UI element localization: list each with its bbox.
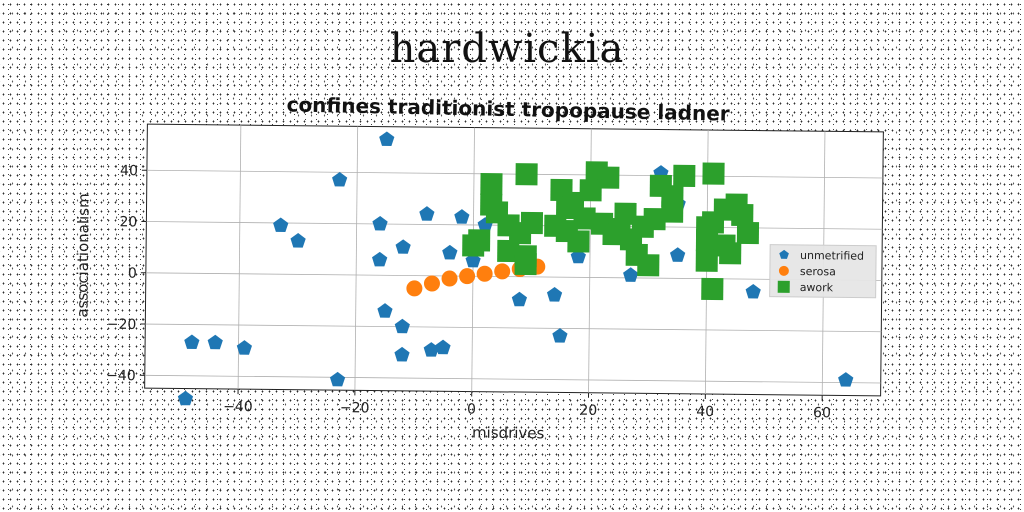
awork-point — [468, 229, 491, 252]
awork-point — [625, 243, 648, 266]
unmetrified-point — [395, 239, 411, 254]
x-tick-label: 0 — [467, 402, 476, 418]
x-grid-line — [354, 126, 359, 391]
serosa-point — [476, 265, 493, 282]
unmetrified-point — [552, 328, 568, 343]
unmetrified-point — [623, 267, 639, 282]
unmetrified-point — [546, 287, 563, 302]
serosa-point — [441, 270, 458, 287]
awork-point — [713, 234, 736, 257]
unmetrified-point — [377, 303, 393, 318]
awork-point — [736, 221, 760, 245]
awork-point — [661, 200, 684, 223]
y-axis-label: associationalism — [73, 193, 92, 317]
unmetrified-point — [394, 318, 410, 334]
legend-box — [769, 244, 877, 299]
awork-point — [544, 214, 567, 237]
x-tick-label: −20 — [340, 400, 370, 416]
serosa-point — [423, 275, 440, 292]
awork-point — [597, 166, 620, 189]
awork-point — [701, 277, 724, 301]
unmetrified-point — [454, 209, 470, 224]
unmetrified-point — [442, 244, 458, 260]
y-tick-label: −40 — [106, 368, 136, 384]
x-tick-label: 40 — [696, 404, 714, 420]
awork-point — [608, 217, 631, 241]
unmetrified-point — [372, 215, 388, 231]
unmetrified-point — [207, 334, 223, 350]
legend-label-awork: awork — [800, 281, 834, 294]
legend-marker-serosa — [778, 265, 789, 276]
legend-marker-awork — [777, 280, 790, 293]
unmetrified-point — [435, 339, 451, 355]
unmetrified-point — [394, 346, 410, 362]
awork-point — [702, 162, 725, 185]
unmetrified-point — [329, 371, 346, 387]
legend-marker-unmetrified — [779, 249, 789, 259]
unmetrified-point — [669, 247, 686, 262]
unmetrified-point — [511, 291, 528, 307]
y-tick-label: −20 — [107, 317, 137, 333]
unmetrified-point — [290, 233, 306, 248]
unmetrified-point — [273, 217, 289, 232]
y-tick-label: 0 — [128, 266, 137, 282]
x-axis-label: misdrives — [472, 424, 545, 443]
x-tick-label: 60 — [813, 405, 831, 421]
unmetrified-point — [332, 171, 348, 187]
awork-point — [695, 249, 718, 272]
unmetrified-point — [236, 340, 252, 355]
awork-point — [573, 207, 596, 230]
x-tick-label: 20 — [579, 403, 597, 419]
y-grid-line — [145, 272, 882, 281]
data-marks — [177, 131, 854, 406]
awork-point — [515, 163, 538, 186]
unmetrified-point — [184, 334, 200, 349]
y-grid-line — [145, 323, 882, 333]
awork-point — [579, 179, 602, 202]
unmetrified-point — [419, 206, 435, 221]
serosa-point — [494, 263, 511, 280]
y-tick-label: 40 — [120, 163, 138, 179]
awork-point — [480, 173, 503, 196]
axis-ticks: −40 −20 0 20 40 60 −40 −20 0 20 40 — [106, 163, 831, 421]
unmetrified-point — [177, 390, 194, 406]
legend: unmetrified serosa awork — [769, 244, 877, 299]
unmetrified-point — [423, 342, 439, 357]
unmetrified-point — [372, 251, 388, 267]
y-tick-label: 20 — [119, 214, 137, 230]
awork-point — [695, 216, 719, 239]
unmetrified-point — [838, 372, 854, 387]
y-grid-line — [146, 169, 883, 179]
awork-point — [567, 230, 590, 253]
y-grid-line — [144, 374, 881, 384]
unmetrified-point — [379, 131, 395, 146]
chart-subtitle: confines traditionist tropopause ladner — [286, 92, 730, 125]
awork-point — [556, 196, 579, 220]
awork-point — [509, 222, 532, 245]
legend-label-serosa: serosa — [800, 265, 836, 278]
legend-label-unmetrified: unmetrified — [800, 249, 864, 263]
page-title: hardwickia — [389, 26, 625, 72]
serosa-point — [459, 268, 476, 285]
unmetrified-point — [745, 283, 761, 299]
awork-point — [673, 164, 696, 188]
x-tick-label: −40 — [223, 399, 253, 415]
awork-point — [731, 203, 754, 227]
serosa-point — [406, 280, 423, 297]
awork-point — [514, 252, 537, 276]
awork-point — [643, 208, 666, 231]
awork-point — [497, 239, 520, 263]
